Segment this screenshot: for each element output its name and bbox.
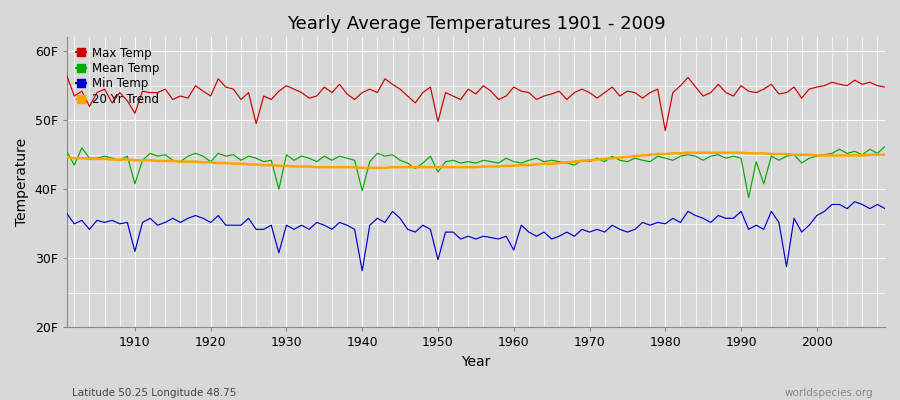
- Text: Latitude 50.25 Longitude 48.75: Latitude 50.25 Longitude 48.75: [72, 388, 237, 398]
- Y-axis label: Temperature: Temperature: [15, 138, 29, 226]
- Legend: Max Temp, Mean Temp, Min Temp, 20 Yr Trend: Max Temp, Mean Temp, Min Temp, 20 Yr Tre…: [73, 43, 162, 110]
- X-axis label: Year: Year: [461, 355, 491, 369]
- Text: worldspecies.org: worldspecies.org: [785, 388, 873, 398]
- Title: Yearly Average Temperatures 1901 - 2009: Yearly Average Temperatures 1901 - 2009: [286, 15, 665, 33]
